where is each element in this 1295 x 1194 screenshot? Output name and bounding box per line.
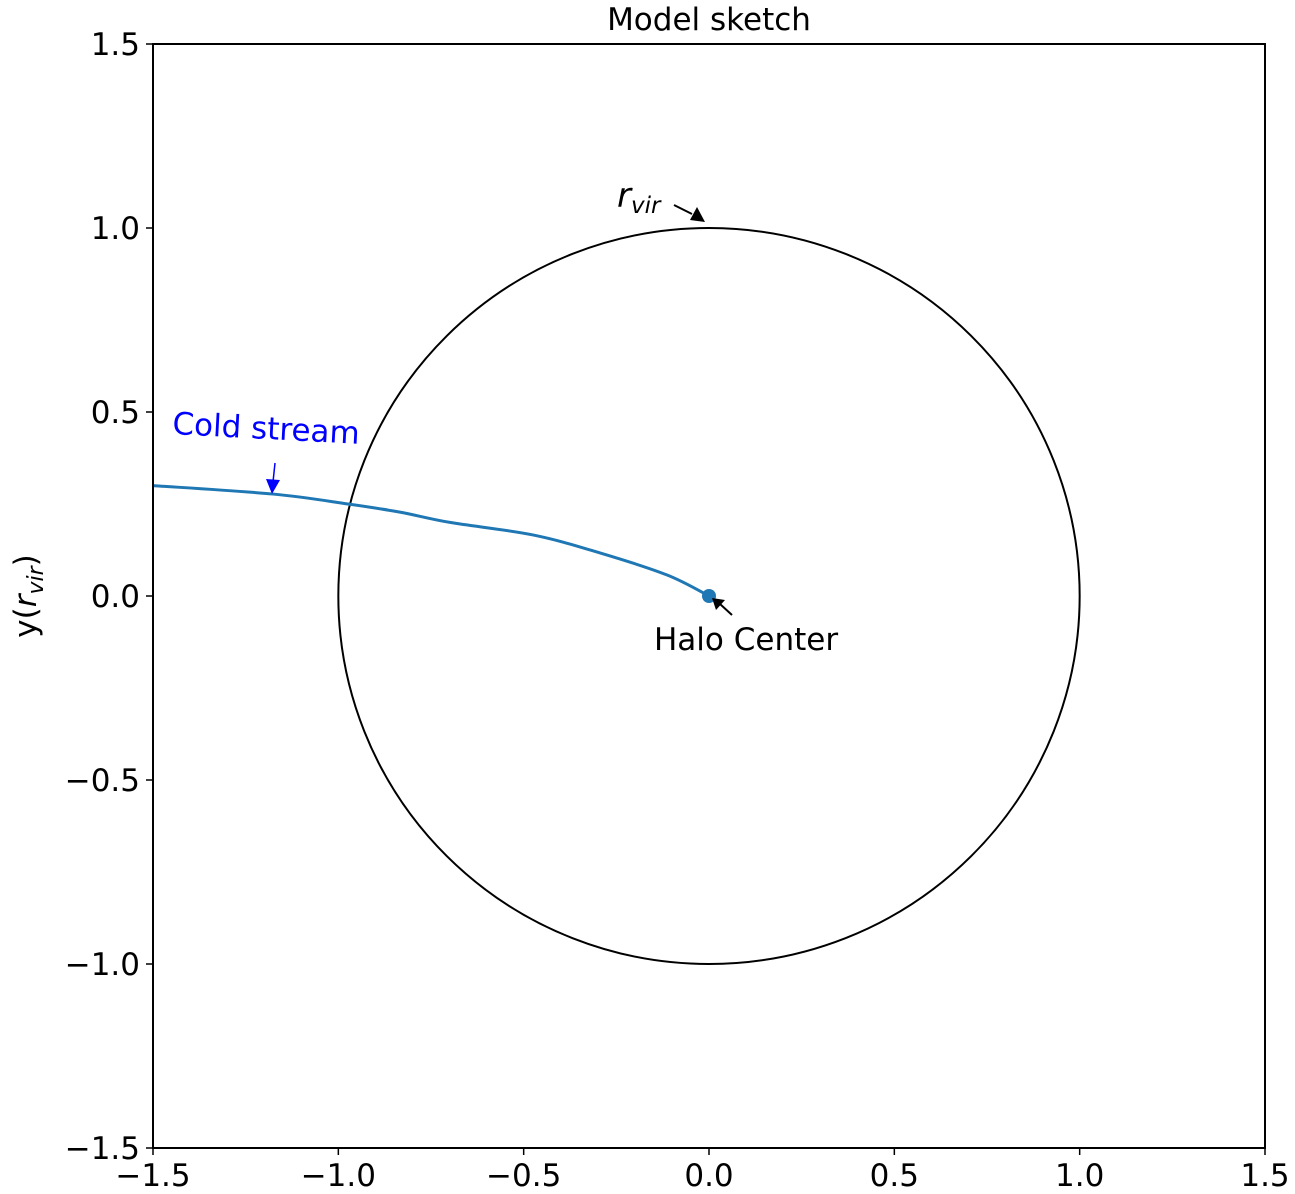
y-axis-label: y(rvir) — [8, 554, 49, 638]
virial-radius-circle — [337, 227, 1081, 965]
halo-center-label: Halo Center — [654, 622, 838, 658]
x-tick-label: 1.0 — [1055, 1158, 1104, 1194]
y-tick-label: −0.5 — [65, 763, 140, 799]
cold-stream-line — [152, 484, 710, 598]
svg-text:y(rvir): y(rvir) — [8, 554, 49, 638]
rvir-label: rvir — [617, 176, 662, 219]
chart-title: Model sketch — [607, 2, 811, 38]
y-tick-label: −1.0 — [65, 947, 140, 983]
cold-stream-arrow-icon — [266, 462, 280, 494]
y-tick-label: −1.5 — [65, 1131, 140, 1167]
y-tick-label: 0.5 — [91, 395, 140, 431]
x-tick-label: −0.5 — [486, 1158, 561, 1194]
y-label-suffix: ) — [8, 554, 44, 566]
x-tick-label: −1.0 — [301, 1158, 376, 1194]
plot-area — [152, 227, 1081, 965]
y-tick-label: 1.0 — [91, 211, 140, 247]
x-tick-label: 1.5 — [1240, 1158, 1289, 1194]
y-tick-label: 1.5 — [91, 27, 140, 63]
y-tick-label: 0.0 — [91, 579, 140, 615]
halo-center-arrow-icon — [712, 598, 733, 616]
y-label-prefix: y( — [8, 607, 44, 637]
x-tick-label: 0.5 — [870, 1158, 919, 1194]
cold-stream-label: Cold stream — [172, 406, 361, 452]
y-label-sub: vir — [24, 564, 49, 594]
x-tick-label: 0.0 — [684, 1158, 733, 1194]
rvir-arrow-icon — [673, 204, 705, 222]
y-label-r: r — [8, 592, 44, 607]
axes: −1.5 −1.0 −0.5 0.0 0.5 1.0 1.5 1.5 1.0 0.5 0.0 −0.5… — [65, 27, 1290, 1194]
x-tick-label: −1.5 — [115, 1158, 190, 1194]
